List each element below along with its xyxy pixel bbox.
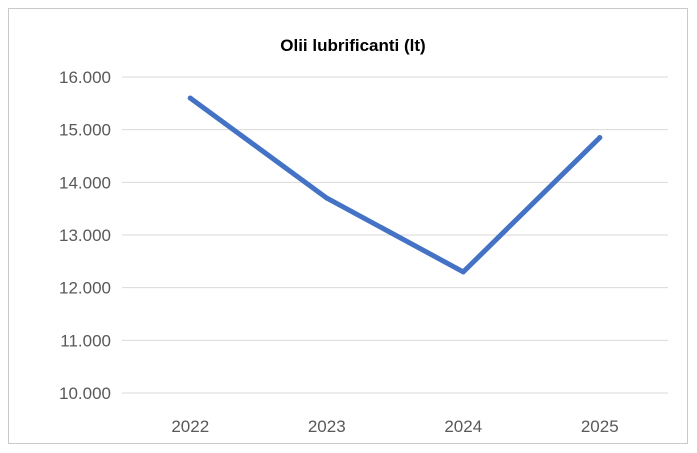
x-tick-label: 2024	[444, 417, 482, 436]
y-tick-label: 13.000	[59, 226, 111, 245]
chart-title: Olii lubrificanti (lt)	[280, 36, 425, 55]
data-point	[324, 195, 330, 201]
data-point	[597, 135, 603, 141]
chart-frame	[8, 8, 688, 444]
gridlines	[122, 76, 668, 394]
y-tick-label: 11.000	[60, 331, 111, 350]
x-tick-label: 2022	[171, 417, 209, 436]
y-tick-label: 12.000	[59, 279, 111, 298]
series-layer	[187, 95, 603, 275]
data-point	[187, 95, 193, 101]
y-tick-label: 15.000	[59, 121, 111, 140]
y-tick-label: 16.000	[59, 68, 111, 87]
x-axis-tick-labels: 2022 2023 2024 2025	[171, 417, 618, 436]
y-tick-label: 14.000	[59, 173, 111, 192]
y-axis-tick-labels: 10.000 11.000 12.000 13.000 14.000 15.000 16.0…	[59, 68, 111, 403]
y-tick-label: 10.000	[59, 384, 111, 403]
x-tick-label: 2025	[581, 417, 619, 436]
series-line	[187, 95, 603, 275]
x-tick-label: 2023	[308, 417, 346, 436]
data-point	[460, 269, 466, 275]
